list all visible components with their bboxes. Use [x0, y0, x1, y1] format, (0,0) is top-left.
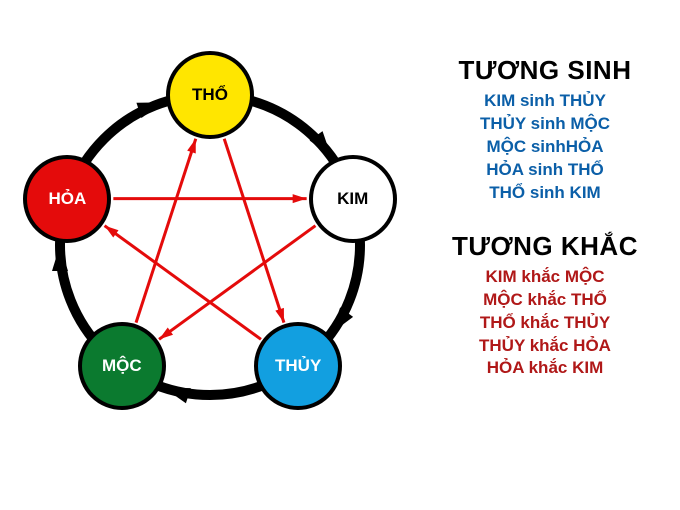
legend-item: KIM sinh THỦY — [435, 90, 655, 113]
legend-item: MỘC khắc THỔ — [435, 289, 655, 312]
stage: THỔ KIM THỦY MỘC HỎA TƯƠNG SINH KIM sinh THỦ… — [0, 0, 680, 510]
legend-item: THỔ sinh KIM — [435, 182, 655, 205]
element-node-label: HỎA — [48, 189, 86, 209]
five-elements-diagram: THỔ KIM THỦY MỘC HỎA — [10, 30, 410, 450]
legend-item: HỎA khắc KIM — [435, 357, 655, 380]
element-node-label: MỘC — [102, 356, 142, 376]
element-node-hoa: HỎA — [23, 155, 111, 243]
legend-item: THỔ khắc THỦY — [435, 312, 655, 335]
legend-group-khac: TƯƠNG KHẮC KIM khắc MỘCMỘC khắc THỔTHỔ k… — [435, 231, 655, 381]
legend: TƯƠNG SINH KIM sinh THỦYTHỦY sinh MỘCMỘC… — [435, 55, 655, 406]
element-node-label: THỔ — [192, 85, 228, 105]
element-node-thuy: THỦY — [254, 322, 342, 410]
element-node-kim: KIM — [309, 155, 397, 243]
element-node-moc: MỘC — [78, 322, 166, 410]
legend-group-sinh: TƯƠNG SINH KIM sinh THỦYTHỦY sinh MỘCMỘC… — [435, 55, 655, 205]
legend-item: MỘC sinhHỎA — [435, 136, 655, 159]
element-node-label: THỦY — [275, 356, 321, 376]
legend-item: THỦY khắc HỎA — [435, 335, 655, 358]
element-node-label: KIM — [337, 189, 368, 209]
element-node-tho: THỔ — [166, 51, 254, 139]
legend-title-khac: TƯƠNG KHẮC — [435, 231, 655, 262]
legend-item: THỦY sinh MỘC — [435, 113, 655, 136]
legend-item: KIM khắc MỘC — [435, 266, 655, 289]
legend-items-sinh: KIM sinh THỦYTHỦY sinh MỘCMỘC sinhHỎAHỎA… — [435, 90, 655, 205]
legend-items-khac: KIM khắc MỘCMỘC khắc THỔTHỔ khắc THỦYTHỦ… — [435, 266, 655, 381]
legend-title-sinh: TƯƠNG SINH — [435, 55, 655, 86]
legend-item: HỎA sinh THỔ — [435, 159, 655, 182]
